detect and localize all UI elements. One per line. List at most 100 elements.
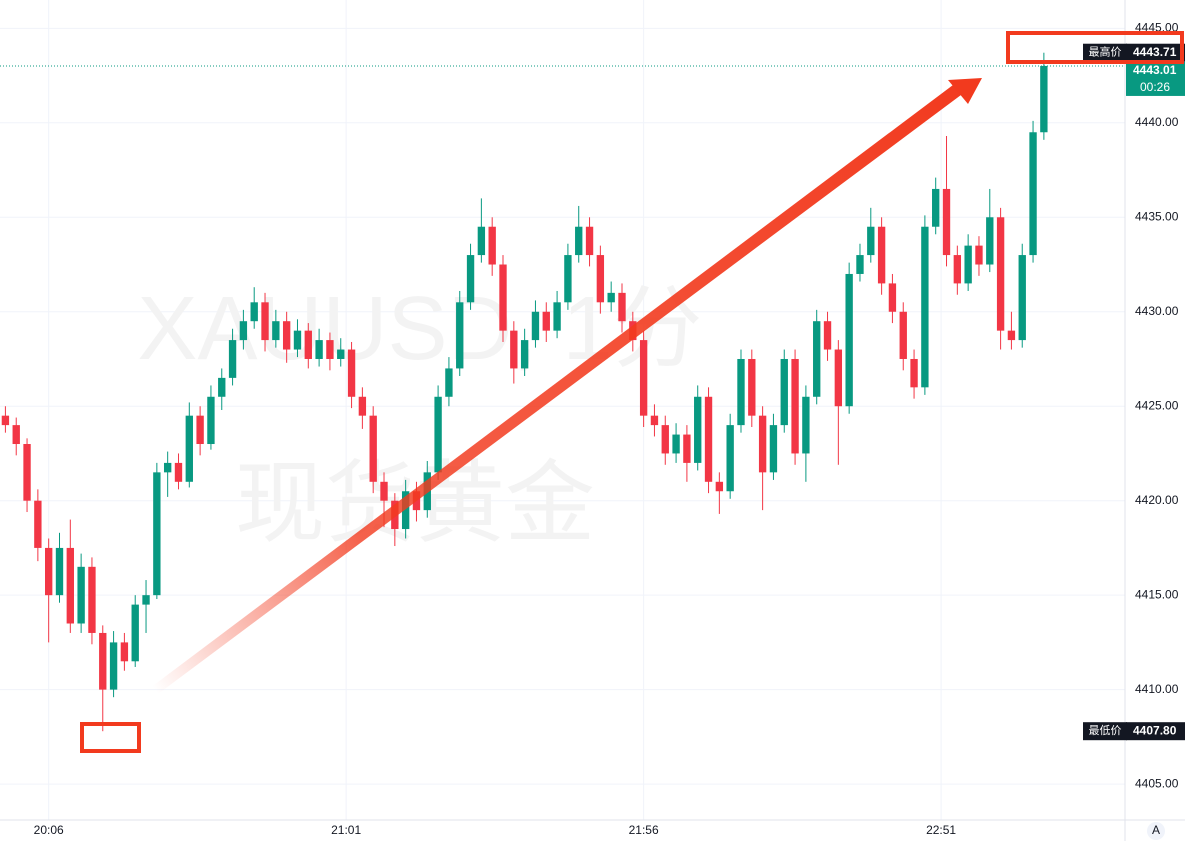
candle-body bbox=[618, 292, 626, 322]
candle-body bbox=[12, 425, 20, 445]
candle-body bbox=[964, 245, 972, 284]
candle-body bbox=[304, 330, 312, 359]
candle-body bbox=[174, 462, 183, 482]
candle-body bbox=[66, 547, 74, 624]
candle-body bbox=[780, 358, 788, 426]
candle-body bbox=[380, 481, 388, 501]
candle-body bbox=[337, 349, 345, 359]
candle-body bbox=[1, 415, 10, 426]
candle-body bbox=[401, 491, 410, 530]
candle-body bbox=[261, 302, 269, 341]
candle-body bbox=[120, 642, 129, 662]
highlight-box bbox=[1006, 31, 1184, 64]
candle-body bbox=[823, 321, 832, 350]
candle-body bbox=[737, 358, 745, 426]
x-tick-label: 20:06 bbox=[34, 823, 64, 837]
scale-button-label[interactable]: A bbox=[1152, 823, 1160, 837]
high-name: 最高价 bbox=[1089, 45, 1122, 59]
arrow-head bbox=[948, 78, 982, 104]
y-tick-label: 4410.00 bbox=[1135, 682, 1179, 696]
candle-body bbox=[510, 330, 518, 369]
candle-body bbox=[683, 434, 691, 463]
candle-body bbox=[661, 425, 669, 454]
candle-body bbox=[77, 566, 85, 624]
candle-body bbox=[55, 547, 64, 596]
watermark: XAUUSD, 1分 bbox=[137, 279, 702, 379]
candle-body bbox=[639, 340, 648, 416]
candle-body bbox=[996, 217, 1005, 331]
candle-body bbox=[315, 340, 323, 359]
candle-body bbox=[542, 311, 550, 331]
candle-body bbox=[218, 377, 226, 397]
candle-body bbox=[953, 255, 962, 284]
candle-body bbox=[499, 264, 507, 331]
candle-body bbox=[488, 226, 496, 265]
candle-body bbox=[445, 368, 453, 397]
candle-body bbox=[791, 358, 799, 454]
candle-body bbox=[282, 321, 291, 350]
grid bbox=[0, 0, 1125, 820]
x-tick-label: 21:01 bbox=[331, 823, 361, 837]
high-value-box bbox=[1126, 43, 1185, 62]
candle-body bbox=[921, 226, 929, 388]
candle-body bbox=[109, 642, 118, 690]
candle-body bbox=[34, 500, 42, 548]
candle-body bbox=[23, 444, 31, 501]
candle-body bbox=[802, 396, 810, 454]
candle-body bbox=[531, 311, 540, 341]
candle-body bbox=[131, 604, 139, 662]
candle-body bbox=[207, 396, 215, 445]
candle-body bbox=[986, 217, 994, 265]
candle-body bbox=[856, 255, 864, 274]
candle-body bbox=[163, 462, 172, 473]
candle-body bbox=[650, 415, 659, 426]
candle-body bbox=[932, 188, 940, 227]
low-value: 4407.80 bbox=[1133, 723, 1177, 737]
candle-body bbox=[899, 311, 907, 359]
candle-body bbox=[553, 302, 561, 331]
candle-body bbox=[813, 321, 821, 397]
candle-body bbox=[1018, 255, 1026, 341]
candle-body bbox=[704, 396, 713, 482]
candle-body bbox=[596, 255, 605, 303]
candle-body bbox=[1029, 132, 1037, 256]
low-name-box bbox=[1083, 722, 1127, 741]
candle-body bbox=[358, 396, 367, 416]
candle-body bbox=[607, 292, 615, 303]
candle-body bbox=[272, 321, 280, 341]
candle-body bbox=[585, 226, 594, 256]
candle-body bbox=[726, 425, 734, 492]
candle-body bbox=[715, 481, 724, 492]
candle-body bbox=[672, 434, 680, 454]
countdown-label: 00:26 bbox=[1140, 80, 1170, 94]
candles bbox=[0, 52, 1125, 732]
candle-body bbox=[45, 547, 53, 596]
candle-body bbox=[466, 255, 475, 303]
candle-body bbox=[196, 415, 204, 445]
highlight-box bbox=[80, 722, 141, 753]
candle-body bbox=[369, 415, 377, 482]
y-tick-label: 4435.00 bbox=[1135, 209, 1179, 223]
candle-body bbox=[877, 226, 886, 284]
candle-body bbox=[867, 226, 875, 256]
last-price-label: 4443.01 bbox=[1133, 63, 1177, 77]
candle-body bbox=[564, 255, 572, 303]
candle-body bbox=[520, 340, 529, 369]
candle-body bbox=[347, 349, 356, 397]
scale-button[interactable] bbox=[1147, 822, 1165, 840]
arrow-shaft bbox=[150, 82, 965, 694]
axes: 4405.00 4410.00 4415.00 4420.00 4425.00 4430.… bbox=[34, 21, 1185, 837]
candle-body bbox=[845, 273, 853, 407]
candle-body bbox=[748, 358, 756, 416]
high-name-box bbox=[1083, 43, 1127, 62]
x-tick-label: 21:56 bbox=[629, 823, 659, 837]
candle-body bbox=[834, 349, 843, 407]
low-value-box bbox=[1126, 722, 1185, 741]
candle-body bbox=[153, 472, 161, 596]
candle-body bbox=[694, 396, 702, 463]
y-tick-label: 4430.00 bbox=[1135, 304, 1179, 318]
candle-body bbox=[456, 302, 464, 369]
candle-body bbox=[1040, 65, 1048, 133]
